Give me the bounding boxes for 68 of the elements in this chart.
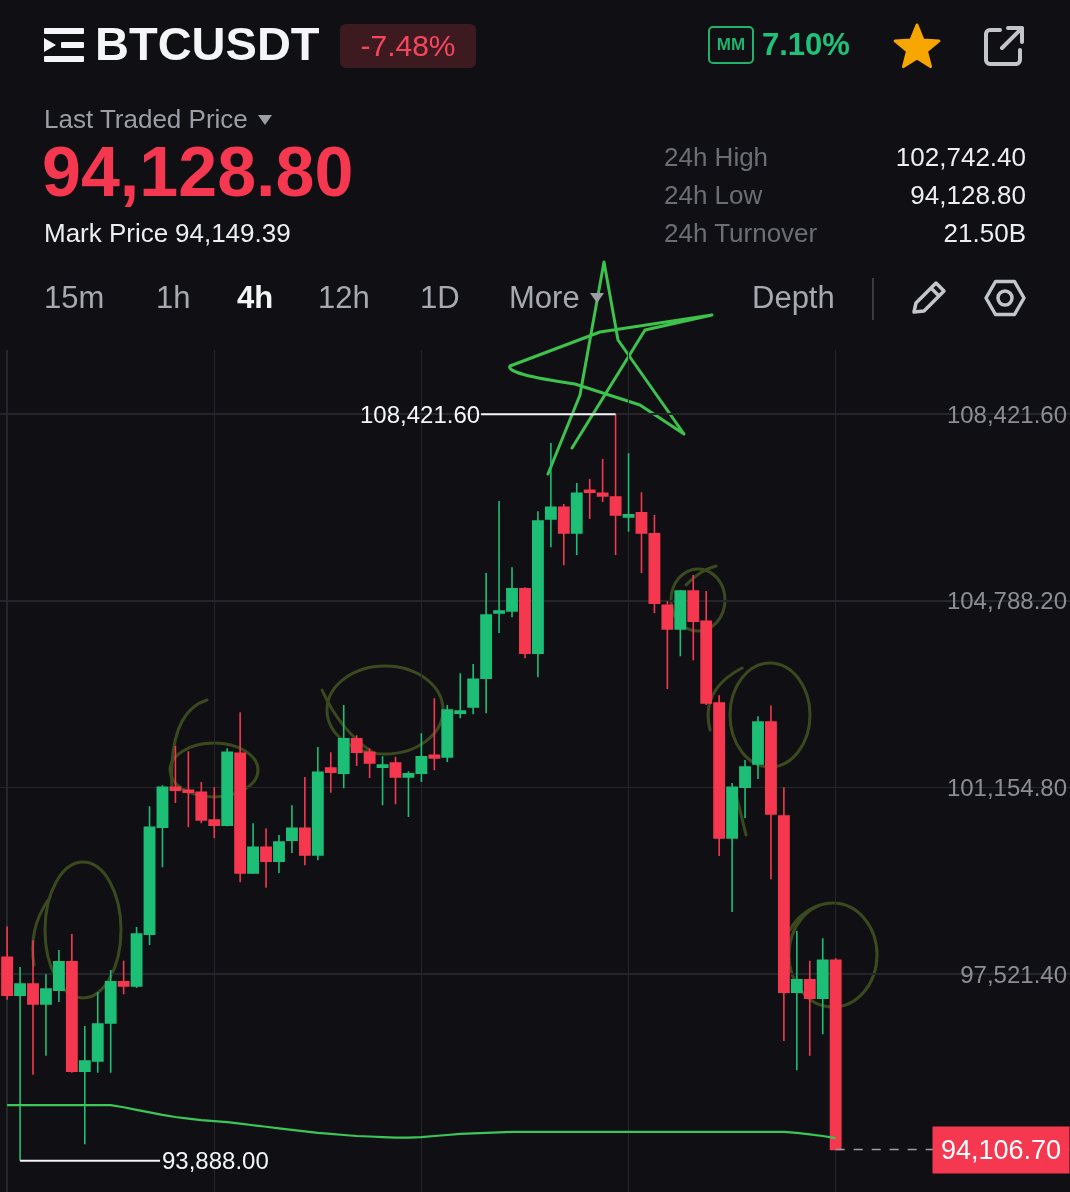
text: Last Traded Price (44, 103, 248, 135)
ref-line-label: 94,106.70 (941, 1135, 1062, 1165)
candlestick (337, 704, 350, 790)
text: 102,742.40 (895, 141, 1026, 173)
text: 7.10% (762, 25, 850, 63)
candlestick (467, 663, 480, 716)
candlestick (765, 704, 777, 880)
candlestick (273, 834, 285, 874)
candlestick (790, 930, 803, 1072)
candlestick (674, 589, 687, 657)
candlestick (635, 491, 648, 574)
text: 24h Low (664, 179, 763, 211)
annotation: 108,421.60 (360, 401, 481, 428)
candlestick (311, 746, 324, 861)
candlestick (648, 514, 661, 614)
text: 94,149.39 (175, 217, 291, 249)
candlestick (247, 822, 260, 875)
candlestick (777, 786, 790, 1042)
candlestick (816, 937, 829, 1036)
text: 94,128.80 (910, 179, 1026, 211)
text: 4h (237, 278, 274, 316)
candlestick (428, 697, 441, 772)
candlestick (480, 572, 493, 715)
candlestick (531, 510, 544, 679)
candlestick (324, 751, 337, 794)
candlestick (570, 482, 583, 556)
candlestick (1, 925, 14, 1001)
candlestick (117, 960, 130, 996)
text: 24h Turnover (664, 217, 818, 249)
text: -7.48% (340, 24, 476, 68)
text: BTCUSDT (95, 16, 320, 72)
candlestick (829, 957, 842, 1151)
candlestick (803, 960, 816, 1057)
line-series (6, 1104, 837, 1140)
text: Mark Price (44, 217, 169, 249)
candlestick (557, 503, 570, 567)
text: 24h High (664, 141, 769, 173)
candlestick (519, 586, 531, 660)
text: More (509, 278, 580, 316)
y-tick-label: 104,788.20 (946, 587, 1067, 615)
text: 94,128.80 (42, 132, 354, 213)
candlestick (376, 755, 389, 806)
text: 21.50B (943, 217, 1026, 249)
text: 15m (44, 278, 105, 316)
candlestick (156, 784, 169, 869)
text: 1h (156, 278, 191, 316)
candlestick (752, 715, 764, 780)
candlestick (27, 939, 39, 1076)
candlestick (221, 747, 234, 828)
candlestick (260, 827, 272, 889)
candlestick (65, 933, 78, 1074)
candlestick (298, 776, 311, 867)
candlestick (544, 442, 557, 549)
text: 1D (420, 278, 460, 316)
candlestick (14, 966, 26, 1162)
text: 12h (318, 278, 370, 316)
candlestick (389, 756, 402, 805)
text: Depth (752, 278, 835, 316)
annotation: 93,888.00 (162, 1147, 269, 1174)
candlestick (583, 478, 596, 520)
y-tick-label: 97,521.40 (960, 960, 1067, 988)
text: MM (708, 26, 754, 64)
candlestick (286, 804, 298, 854)
y-tick-label: 108,421.60 (946, 400, 1067, 428)
candlestick (234, 711, 247, 884)
y-tick-label: 101,154.80 (946, 773, 1067, 801)
candlestick (661, 600, 674, 690)
candlestick (622, 452, 635, 533)
